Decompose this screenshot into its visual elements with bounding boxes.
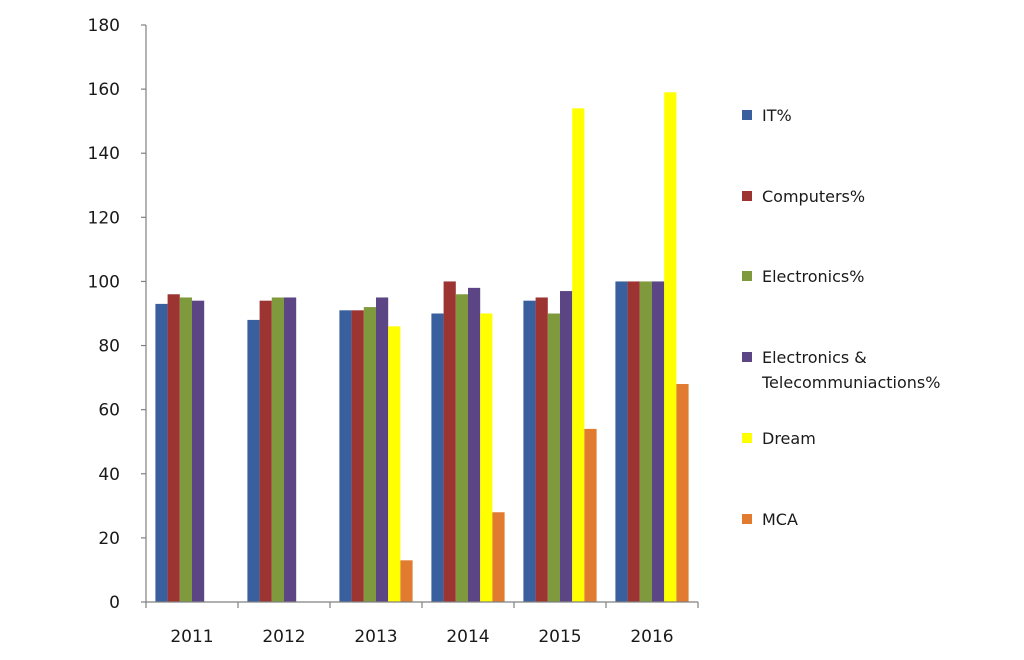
- bar: [535, 297, 548, 602]
- y-tick-label: 160: [88, 80, 120, 100]
- legend-swatch: [742, 514, 752, 524]
- bar: [192, 300, 205, 602]
- x-tick-label: 2013: [354, 627, 397, 647]
- bar: [284, 297, 297, 602]
- bar: [664, 92, 677, 603]
- x-tick-label: 2012: [262, 627, 305, 647]
- ticks-layer: 0 20 40 60 80 100 120 140 160 180 2011 2012 2013 2014…: [88, 16, 699, 647]
- bar: [363, 307, 376, 602]
- legend-swatch: [742, 352, 752, 362]
- bar: [468, 287, 481, 602]
- x-tick-label: 2011: [170, 627, 213, 647]
- bar: [627, 281, 640, 602]
- bar: [676, 384, 689, 602]
- legend-label: MCA: [762, 510, 798, 529]
- y-tick-label: 0: [109, 593, 120, 613]
- y-tick-label: 140: [88, 144, 120, 164]
- legend-label: IT%: [762, 106, 792, 125]
- bar: [455, 294, 468, 602]
- y-tick-label: 20: [98, 529, 120, 549]
- bar: [492, 512, 505, 602]
- bar: [584, 428, 597, 602]
- legend-swatch: [742, 271, 752, 281]
- legend-label: Computers%: [762, 187, 865, 206]
- bar: [351, 310, 364, 602]
- legend-swatch: [742, 433, 752, 443]
- legend-label: Electronics &: [762, 348, 867, 367]
- legend-swatch: [742, 191, 752, 201]
- x-tick-label: 2015: [538, 627, 581, 647]
- y-tick-label: 80: [98, 337, 120, 357]
- axes-layer: [145, 25, 698, 603]
- bar: [523, 300, 536, 602]
- bar: [560, 291, 573, 602]
- y-tick-label: 60: [98, 401, 120, 421]
- legend-label: Electronics%: [762, 267, 864, 286]
- bar: [167, 294, 180, 602]
- legend: IT% Computers% Electronics% Electronics & Te…: [742, 106, 940, 529]
- y-tick-label: 180: [88, 16, 120, 36]
- bar: [155, 303, 168, 602]
- bar: [443, 281, 456, 602]
- y-tick-label: 40: [98, 465, 120, 485]
- legend-label: Telecommuniactions%: [761, 373, 940, 392]
- x-tick-label: 2016: [630, 627, 673, 647]
- bar: [339, 310, 352, 602]
- bar: [615, 281, 628, 602]
- y-tick-label: 120: [88, 208, 120, 228]
- bar: [388, 326, 401, 602]
- bar: [652, 281, 665, 602]
- bar: [431, 313, 444, 602]
- bars-layer: [155, 92, 689, 603]
- bar: [179, 297, 192, 602]
- legend-swatch: [742, 110, 752, 120]
- bar: [572, 108, 585, 602]
- bar: [271, 297, 284, 602]
- bar: [639, 281, 652, 602]
- bar: [547, 313, 560, 602]
- legend-label: Dream: [762, 429, 816, 448]
- bar: [400, 560, 413, 602]
- y-tick-label: 100: [88, 272, 120, 292]
- bar: [259, 300, 272, 602]
- bar: [247, 319, 260, 602]
- bar: [376, 297, 389, 602]
- bar: [480, 313, 493, 602]
- x-tick-label: 2014: [446, 627, 489, 647]
